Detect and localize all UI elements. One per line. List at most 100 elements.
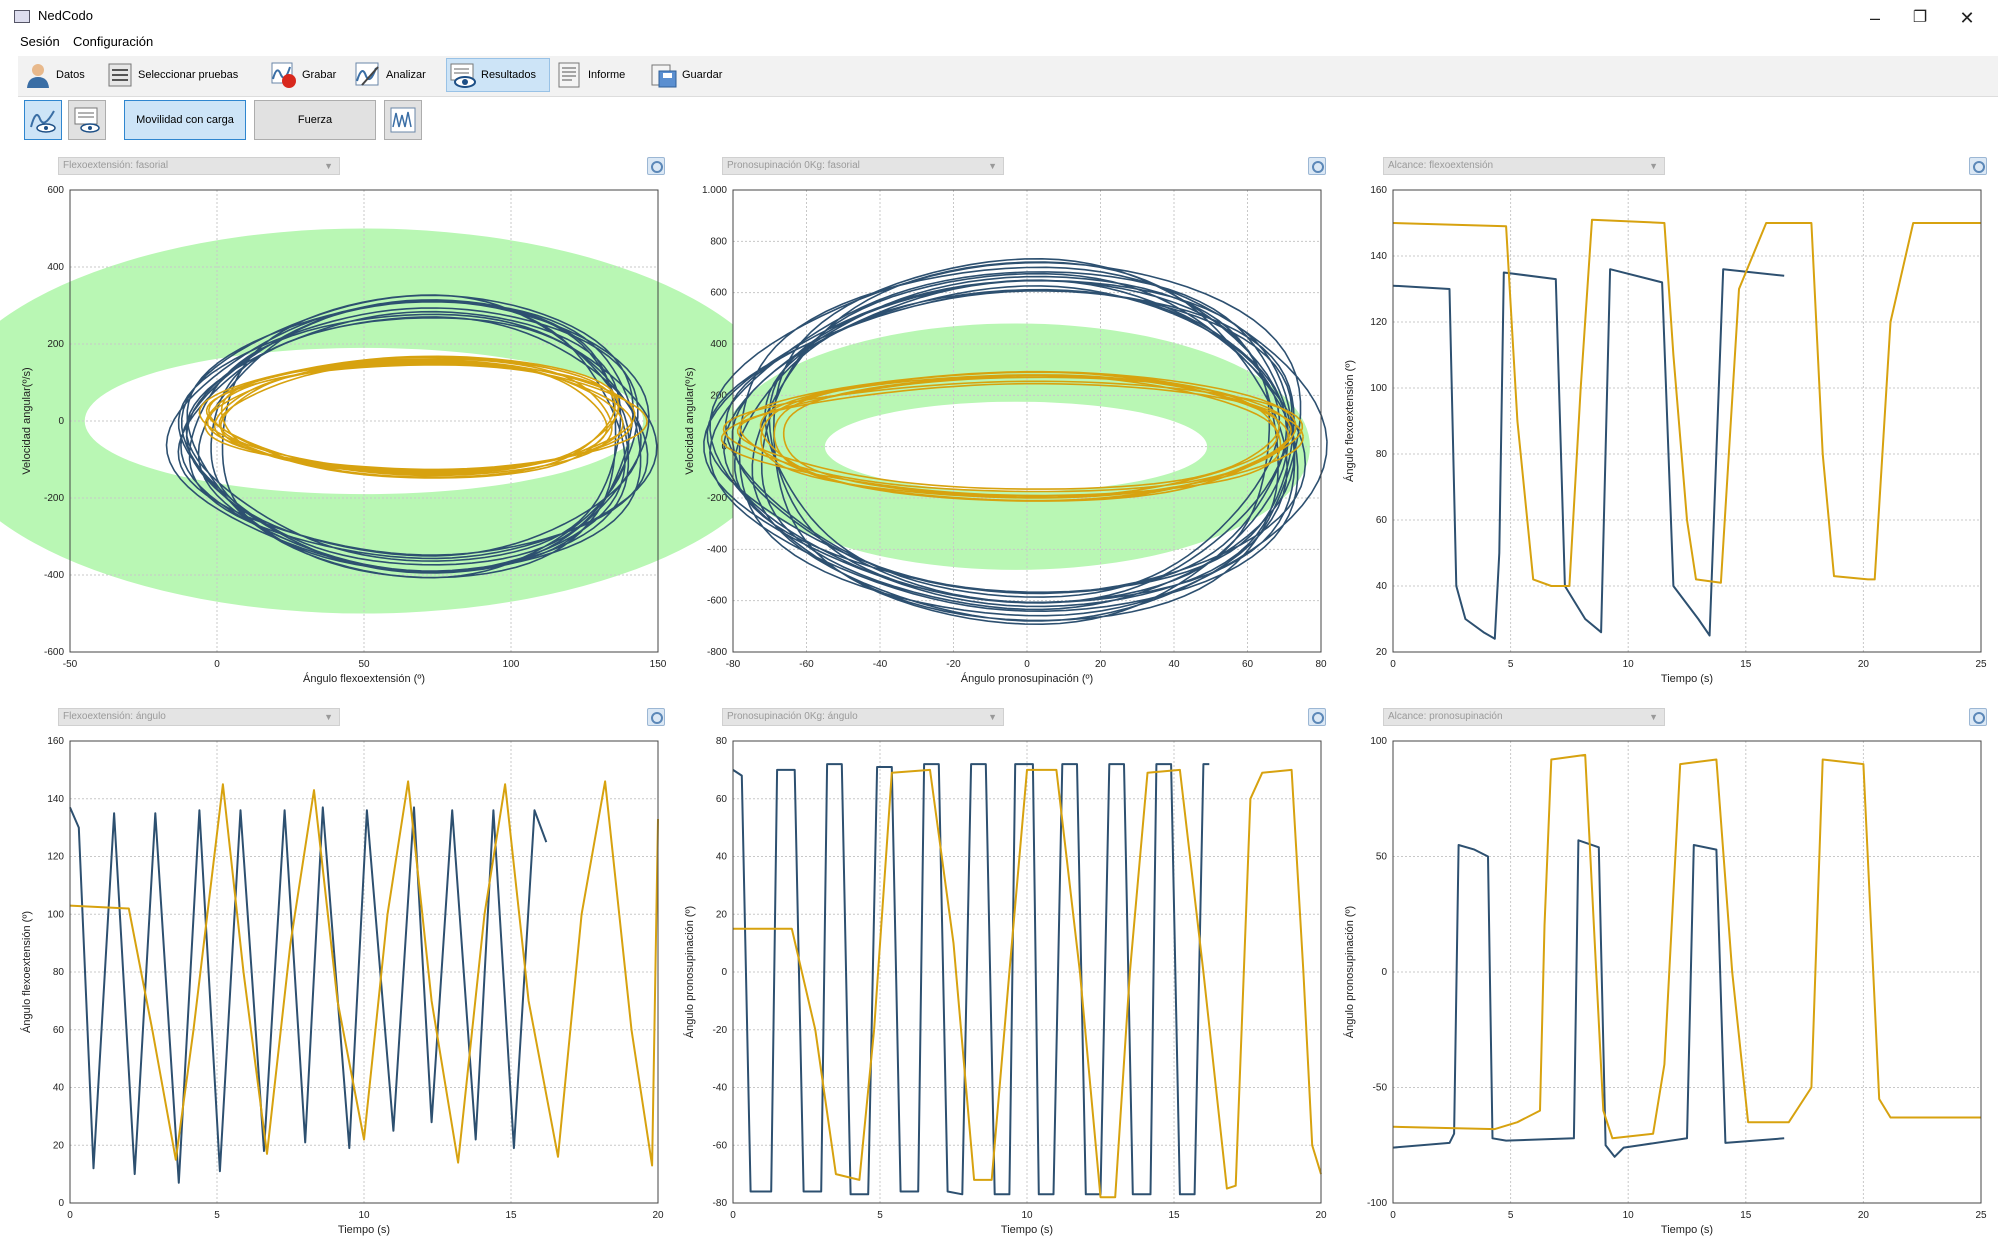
x-tick-label: 20 [652,1210,664,1221]
chevron-down-icon: ▼ [324,712,333,722]
chart-selector-5[interactable]: Pronosupinación 0Kg: ángulo ▼ [722,708,1004,726]
results-toolbar: Movilidad con carga Fuerza [18,100,1998,144]
x-tick-label: 20 [1858,1210,1870,1221]
toolbar-analizar-label: Analizar [386,69,426,81]
y-tick-label: 1.000 [702,185,727,196]
y-tick-label: -60 [713,1140,728,1151]
chevron-down-icon: ▼ [1649,712,1658,722]
chart-5: 0 5 10 15 20 -80 -60 -40 -20 0 20 40 60 80 Tiempo (s) Á… [683,736,1327,1236]
chart-settings-gear-icon[interactable] [1969,157,1987,175]
view-table-button[interactable] [68,100,106,140]
y-tick-label: 80 [53,967,65,978]
y-tick-label: 0 [1381,967,1387,978]
minimize-button[interactable]: – [1869,8,1880,28]
chart-settings-gear-icon[interactable] [1308,157,1326,175]
series-yellow-trace [198,355,648,479]
chart-selector-4-value: Flexoextensión: ángulo [63,711,166,722]
y-tick-label: 120 [1370,317,1387,328]
y-axis-label: Ángulo flexoextensión (º) [20,911,33,1033]
x-tick-label: 15 [1168,1210,1180,1221]
series-blue-line [732,763,1210,1196]
menu-bar: Sesión Configuración [0,34,2003,52]
x-tick-label: 150 [650,659,667,670]
y-tick-label: 600 [710,288,727,299]
chart-4: 0 5 10 15 20 0 20 40 60 80 100 120 140 160 Tiempo (s) Á… [20,736,664,1236]
y-tick-label: 20 [53,1140,65,1151]
y-axis-label: Ángulo flexoextensión (º) [1343,360,1356,482]
y-tick-label: 160 [1370,185,1387,196]
x-tick-label: 0 [1024,659,1030,670]
plot-area [70,190,658,652]
y-tick-label: 60 [1376,515,1388,526]
toolbar-datos-button[interactable]: Datos [22,58,100,92]
normal-range-band [0,228,791,614]
chart-selector-3[interactable]: Alcance: flexoextensión ▼ [1383,157,1665,175]
plot-area [733,190,1321,652]
x-axis-label: Tiempo (s) [1661,673,1713,685]
app-icon [14,10,30,23]
x-tick-label: 15 [1740,1210,1752,1221]
x-tick-label: 5 [214,1210,220,1221]
plot-frame [69,189,659,653]
y-tick-label: 20 [1376,647,1388,658]
menu-sesion[interactable]: Sesión [20,34,60,49]
tab-movilidad-con-carga[interactable]: Movilidad con carga [124,100,246,140]
chart-selector-1[interactable]: Flexoextensión: fasorial ▼ [58,157,340,175]
x-tick-label: 80 [1315,659,1327,670]
list-icon [108,63,132,87]
y-tick-label: -600 [44,647,64,658]
chart-settings-gear-icon[interactable] [1969,708,1987,726]
x-axis-label: Tiempo (s) [1001,1224,1053,1236]
close-button[interactable]: ✕ [1959,8,1975,28]
x-tick-label: 20 [1858,659,1870,670]
x-tick-label: 10 [1623,659,1635,670]
signals-button[interactable] [384,100,422,140]
normal-range-band [721,323,1310,570]
toolbar-informe-button[interactable]: Informe [554,58,634,92]
x-tick-label: 0 [67,1210,73,1221]
tab-fuerza[interactable]: Fuerza [254,100,376,140]
chevron-down-icon: ▼ [1649,161,1658,171]
record-icon [271,62,296,88]
eye-icon [450,63,476,88]
series-yellow-line [733,768,1322,1199]
chart-1: -50 0 50 100 150 -600 -400 -200 0 200 400 600 Ángulo… [0,185,791,685]
menu-configuracion[interactable]: Configuración [73,34,154,49]
y-tick-label: -80 [713,1198,728,1209]
chart-settings-gear-icon[interactable] [647,708,665,726]
x-tick-label: 50 [358,659,370,670]
chart-settings-gear-icon[interactable] [647,157,665,175]
chart-3: 0 5 10 15 20 25 20 40 60 80 100 120 140 160 Tiempo (s)… [1343,185,1987,685]
chevron-down-icon: ▼ [988,161,997,171]
y-tick-label: -400 [44,570,64,581]
toolbar-analizar-button[interactable]: Analizar [352,58,436,92]
y-axis-label: Velocidad angular(º/s) [21,367,33,474]
x-tick-label: 40 [1168,659,1180,670]
toolbar-guardar-button[interactable]: Guardar [648,58,732,92]
y-tick-label: 50 [1376,852,1388,863]
y-tick-label: 80 [1376,449,1388,460]
chart-selector-4[interactable]: Flexoextensión: ángulo ▼ [58,708,340,726]
toolbar-resultados-button[interactable]: Resultados [446,58,550,92]
chart-selector-6[interactable]: Alcance: pronosupinación ▼ [1383,708,1665,726]
x-tick-label: 60 [1242,659,1254,670]
x-tick-label: 15 [1740,659,1752,670]
toolbar-grabar-button[interactable]: Grabar [268,58,348,92]
y-tick-label: 400 [710,339,727,350]
analyze-icon [355,62,379,86]
chart-settings-gear-icon[interactable] [1308,708,1326,726]
chart-selector-2[interactable]: Pronosupinación 0Kg: fasorial ▼ [722,157,1004,175]
y-tick-label: 200 [47,339,64,350]
y-tick-label: 0 [721,442,727,453]
view-graphs-button[interactable] [24,100,62,140]
plot-frame [1392,189,1982,653]
y-axis-label: Ángulo pronosupinación (º) [1343,906,1356,1038]
y-tick-label: 160 [47,736,64,747]
restore-button[interactable]: ❐ [1912,9,1928,26]
chevron-down-icon: ▼ [324,161,333,171]
report-icon [558,62,580,88]
toolbar-seleccionar-button[interactable]: Seleccionar pruebas [104,58,264,92]
series-yellow-line [1392,753,1981,1140]
y-tick-label: -40 [713,1083,728,1094]
plot-frame [732,740,1322,1204]
